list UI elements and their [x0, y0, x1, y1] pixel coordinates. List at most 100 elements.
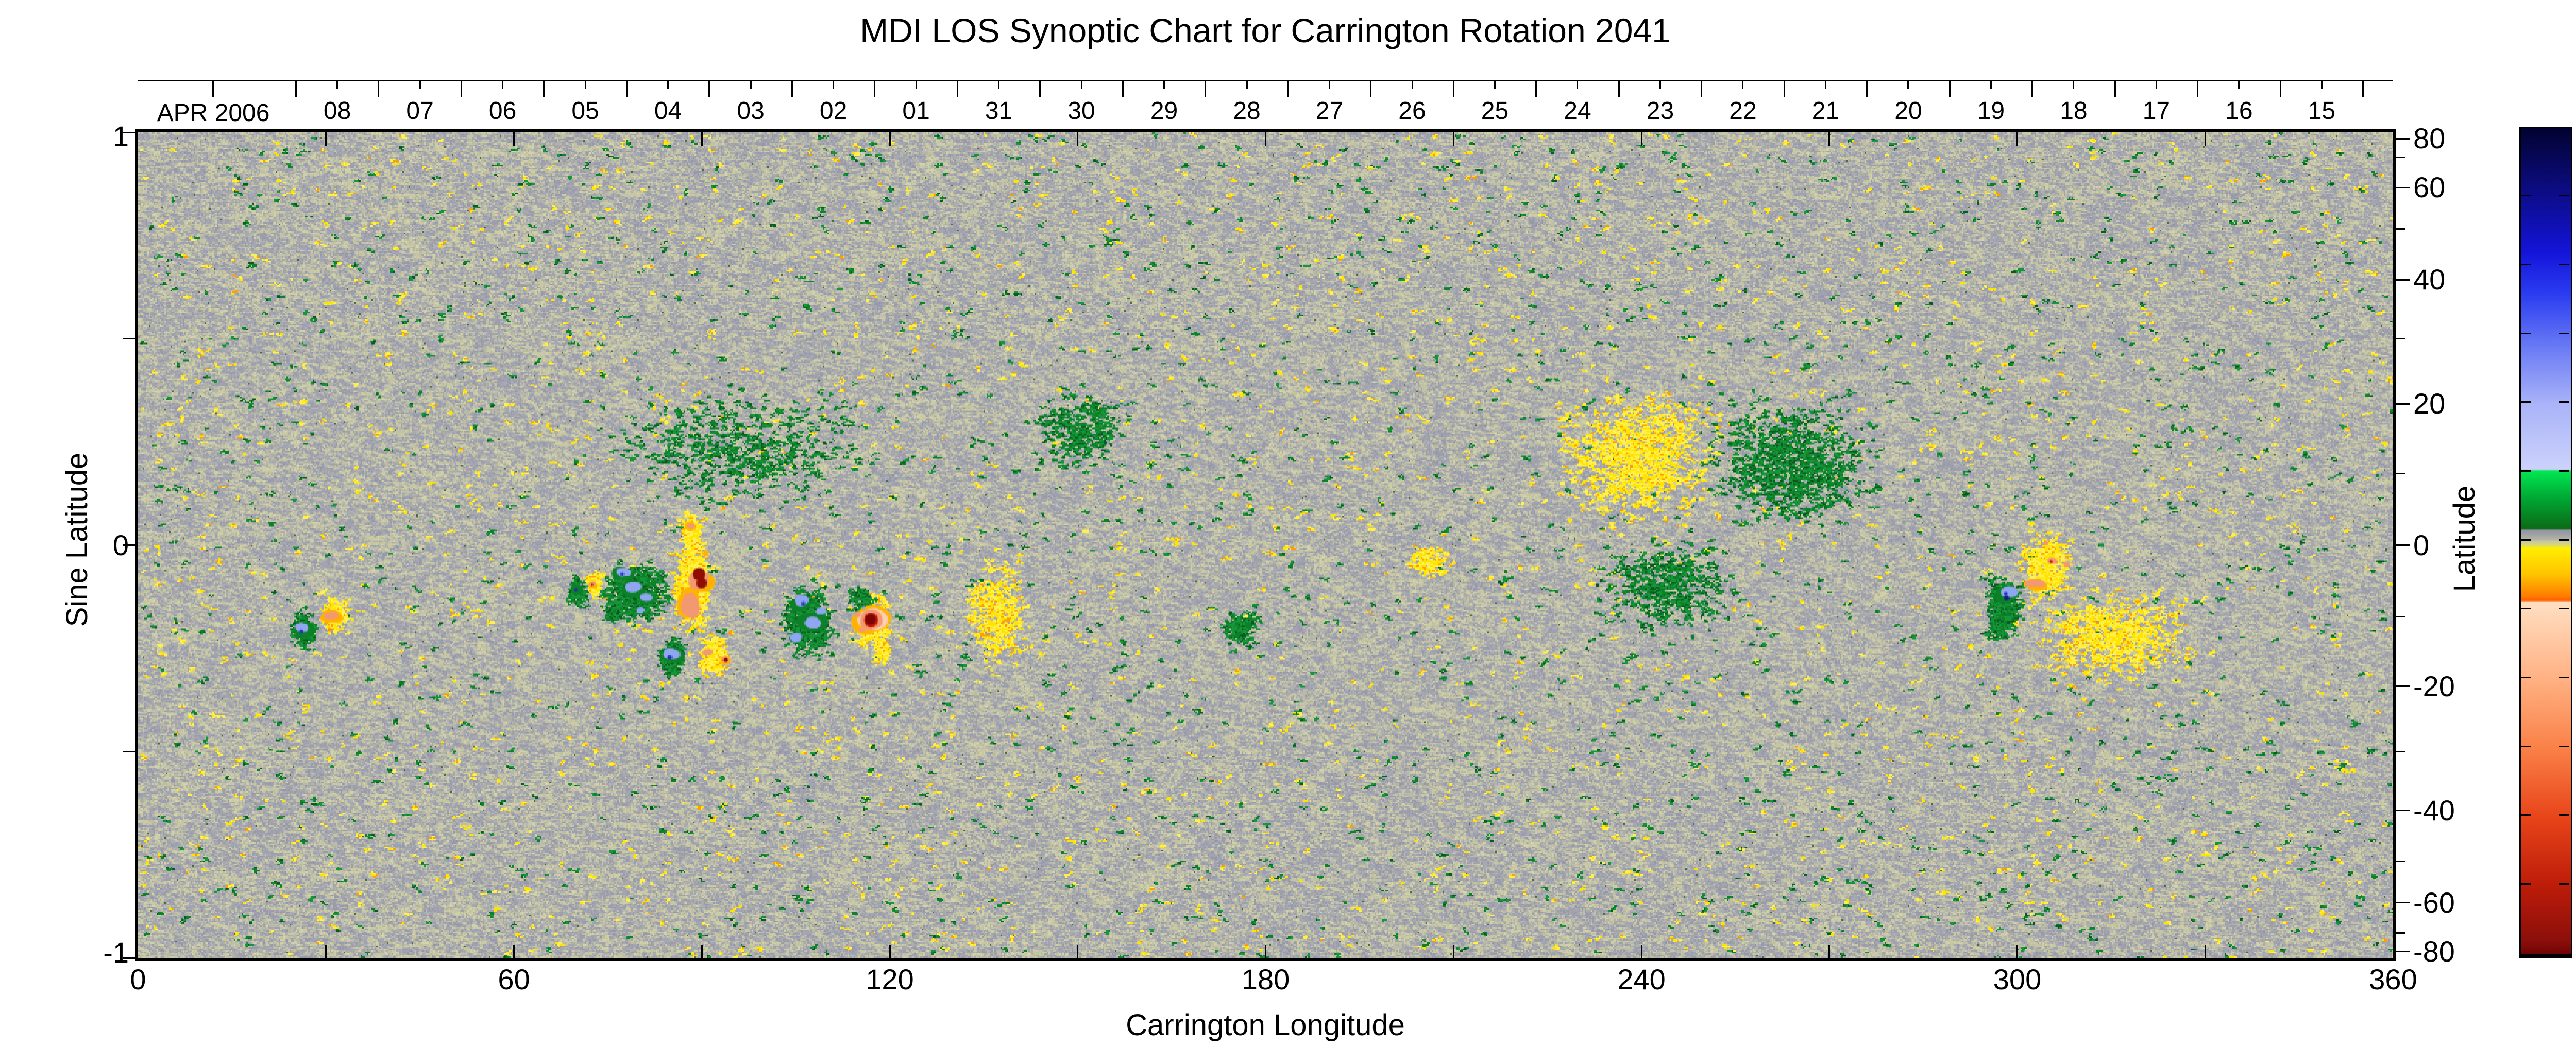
- frame-tick-bottom: [2016, 945, 2018, 958]
- colorbar-tick-left: [2521, 745, 2531, 747]
- right-axis-tick: [2396, 951, 2410, 953]
- top-axis-halfday-tick: [667, 80, 669, 89]
- y-right-tick-label: 40: [2413, 263, 2446, 296]
- top-axis-halfday-tick: [750, 80, 752, 89]
- top-axis-date-label: 04: [654, 97, 682, 125]
- top-axis-halfday-tick: [1329, 80, 1330, 89]
- magnetogram-map: [138, 132, 2393, 958]
- x-tick-label: 360: [2369, 963, 2417, 995]
- frame-tick-bottom: [889, 945, 891, 958]
- left-axis-tick: [123, 131, 135, 133]
- x-tick-label: 300: [1993, 963, 2042, 995]
- top-axis-date-label: 17: [2142, 97, 2171, 125]
- y-left-tick-label: 1: [112, 120, 129, 152]
- colorbar-tick-right: [2559, 539, 2569, 541]
- top-axis-day-tick: [378, 80, 380, 97]
- y-right-tick-label: 0: [2413, 528, 2430, 561]
- y-right-tick-label: 20: [2413, 387, 2446, 420]
- right-axis-tick: [2396, 279, 2410, 281]
- top-axis-date-label: 18: [2060, 97, 2088, 125]
- top-axis-halfday-tick: [584, 80, 586, 89]
- top-axis-date-label: 31: [985, 97, 1013, 125]
- top-axis-halfday-tick: [1080, 80, 1082, 89]
- frame-tick-top: [1828, 132, 1831, 146]
- x-tick-label: 0: [130, 963, 146, 995]
- y-right-tick-label: -20: [2413, 670, 2455, 702]
- frame-tick-bottom: [325, 945, 327, 958]
- right-axis-tick: [2396, 860, 2405, 862]
- x-tick-label: 60: [498, 963, 530, 995]
- colorbar-tick-right: [2559, 676, 2569, 678]
- frame-tick-top: [889, 132, 891, 146]
- top-axis-date-label: 26: [1398, 97, 1426, 125]
- x-tick-label: 240: [1617, 963, 1666, 995]
- top-axis-date-label: 27: [1315, 97, 1344, 125]
- top-axis-date-label: 15: [2308, 97, 2336, 125]
- top-axis-date-label: 30: [1067, 97, 1095, 125]
- top-axis-day-tick: [2362, 80, 2364, 97]
- right-axis-tick: [2396, 544, 2410, 546]
- top-axis-date-label: 16: [2225, 97, 2253, 125]
- top-axis-halfday-tick: [1577, 80, 1579, 89]
- top-axis-line: [138, 80, 2393, 81]
- top-axis-halfday-tick: [1990, 80, 1992, 89]
- top-axis-date-label: 28: [1233, 97, 1261, 125]
- colorbar-tick-right: [2559, 814, 2569, 816]
- top-axis-day-tick: [956, 80, 958, 97]
- top-axis-day-tick: [791, 80, 793, 97]
- top-axis-date-label: 05: [571, 97, 599, 125]
- left-axis-tick: [123, 544, 135, 546]
- top-axis-halfday-tick: [1907, 80, 1909, 89]
- y-right-tick-label: 80: [2413, 122, 2446, 155]
- top-axis-halfday-tick: [998, 80, 1000, 89]
- top-axis-day-tick: [1948, 80, 1951, 97]
- y-right-tick-label: -80: [2413, 935, 2455, 968]
- frame-tick-top: [2016, 132, 2018, 146]
- top-axis-halfday-tick: [2238, 80, 2240, 89]
- y-left-tick-label: 0: [112, 528, 129, 561]
- top-axis-day-tick: [1783, 80, 1785, 97]
- left-axis-tick: [123, 338, 135, 340]
- top-axis-day-tick: [1287, 80, 1289, 97]
- top-axis-day-tick: [1535, 80, 1537, 97]
- top-axis-date-label: 22: [1729, 97, 1757, 125]
- right-axis-tick: [2396, 186, 2410, 188]
- top-axis-day-tick: [1039, 80, 1041, 97]
- top-axis-day-tick: [2279, 80, 2281, 97]
- top-axis-date-label: 07: [406, 97, 434, 125]
- left-axis-tick: [123, 957, 135, 959]
- right-axis-tick: [2396, 685, 2410, 688]
- x-tick-label: 180: [1241, 963, 1290, 995]
- colorbar-tick-right: [2559, 195, 2569, 197]
- colorbar-tick-left: [2521, 883, 2531, 885]
- x-tick-label: 120: [866, 963, 914, 995]
- frame-tick-bottom: [1640, 945, 1642, 958]
- top-axis-date-label: 19: [1977, 97, 2005, 125]
- colorbar-tick-left: [2521, 676, 2531, 678]
- top-axis-halfday-tick: [915, 80, 917, 89]
- colorbar-tick-left: [2521, 332, 2531, 334]
- top-axis-halfday-tick: [1659, 80, 1661, 89]
- x-axis-label: Carrington Longitude: [1126, 1008, 1405, 1042]
- top-axis-halfday-tick: [1163, 80, 1165, 89]
- right-axis-tick: [2396, 228, 2405, 230]
- top-axis-day-tick: [212, 80, 214, 97]
- right-axis-tick: [2396, 750, 2405, 752]
- frame-tick-top: [1265, 132, 1266, 146]
- top-axis-day-tick: [2197, 80, 2199, 97]
- frame-tick-top: [1640, 132, 1642, 146]
- frame-tick-bottom: [1452, 945, 1454, 958]
- top-axis-day-tick: [295, 80, 297, 97]
- right-axis-tick: [2396, 810, 2410, 812]
- colorbar-tick-right: [2559, 883, 2569, 885]
- colorbar-tick-left: [2521, 608, 2531, 610]
- top-axis-date-label: 24: [1564, 97, 1591, 125]
- top-axis-date-label: 29: [1150, 97, 1178, 125]
- frame-tick-bottom: [1265, 945, 1266, 958]
- top-axis-day-tick: [1205, 80, 1207, 97]
- top-axis-halfday-tick: [2320, 80, 2323, 89]
- top-axis-day-tick: [625, 80, 628, 97]
- top-axis-day-tick: [1701, 80, 1703, 97]
- top-axis-date-label: 25: [1481, 97, 1509, 125]
